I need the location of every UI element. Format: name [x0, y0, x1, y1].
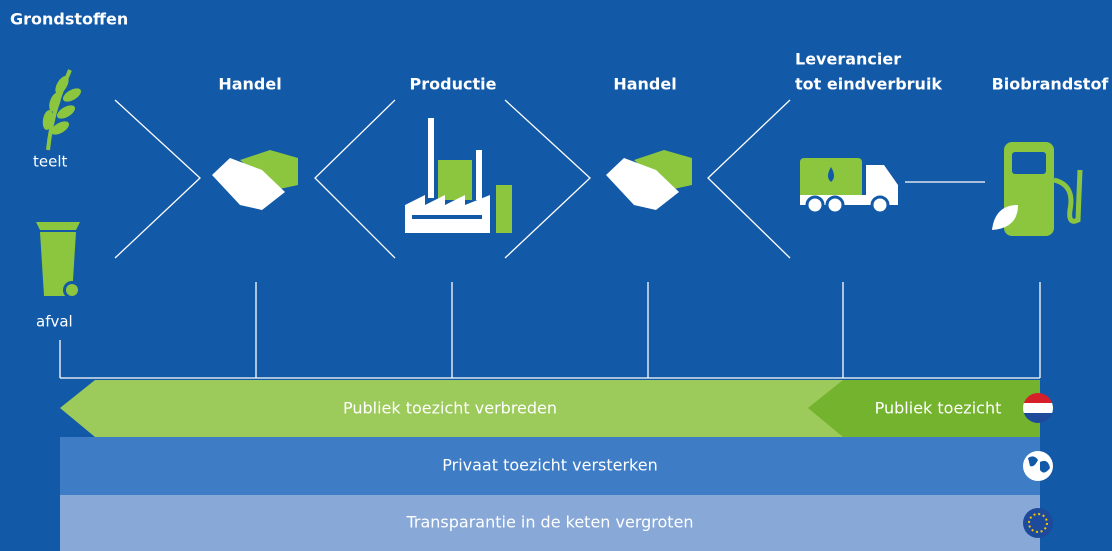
stage-label: tot eindverbruik: [795, 75, 942, 94]
dutch-flag-icon: [1023, 393, 1053, 423]
stage-label: Biobrandstof: [992, 75, 1110, 94]
globe-icon: [1023, 451, 1053, 481]
arrow-bar: [808, 380, 1040, 437]
truck-icon: [800, 158, 898, 215]
bin-icon: [36, 222, 81, 299]
bar-label: Publiek toezicht verbreden: [343, 399, 557, 418]
factory-icon: [405, 118, 512, 233]
fuel-pump-icon: [992, 142, 1083, 236]
chevron: [314, 99, 396, 259]
eu-flag-icon: [1023, 508, 1053, 538]
handshake-icon: [212, 150, 298, 210]
stage-label: Handel: [613, 75, 676, 94]
chevron: [707, 99, 791, 259]
bar-label: Transparantie in de keten vergroten: [405, 513, 693, 532]
source-label: teelt: [33, 153, 68, 171]
stage-label: Handel: [218, 75, 281, 94]
bar-label: Privaat toezicht versterken: [442, 456, 657, 475]
bar: [60, 437, 1040, 495]
handshake-icon: [606, 150, 692, 210]
stage-label: Productie: [410, 75, 497, 94]
bar: [60, 495, 1040, 551]
arrow-bar: [60, 380, 1040, 437]
title: Grondstoffen: [10, 10, 128, 29]
bar-label: Publiek toezicht: [875, 399, 1002, 418]
source-label: afval: [36, 313, 73, 331]
chevron: [114, 99, 201, 259]
stage-label: Leverancier: [795, 50, 901, 69]
wheat-icon: [42, 69, 82, 151]
chevron: [504, 99, 591, 259]
